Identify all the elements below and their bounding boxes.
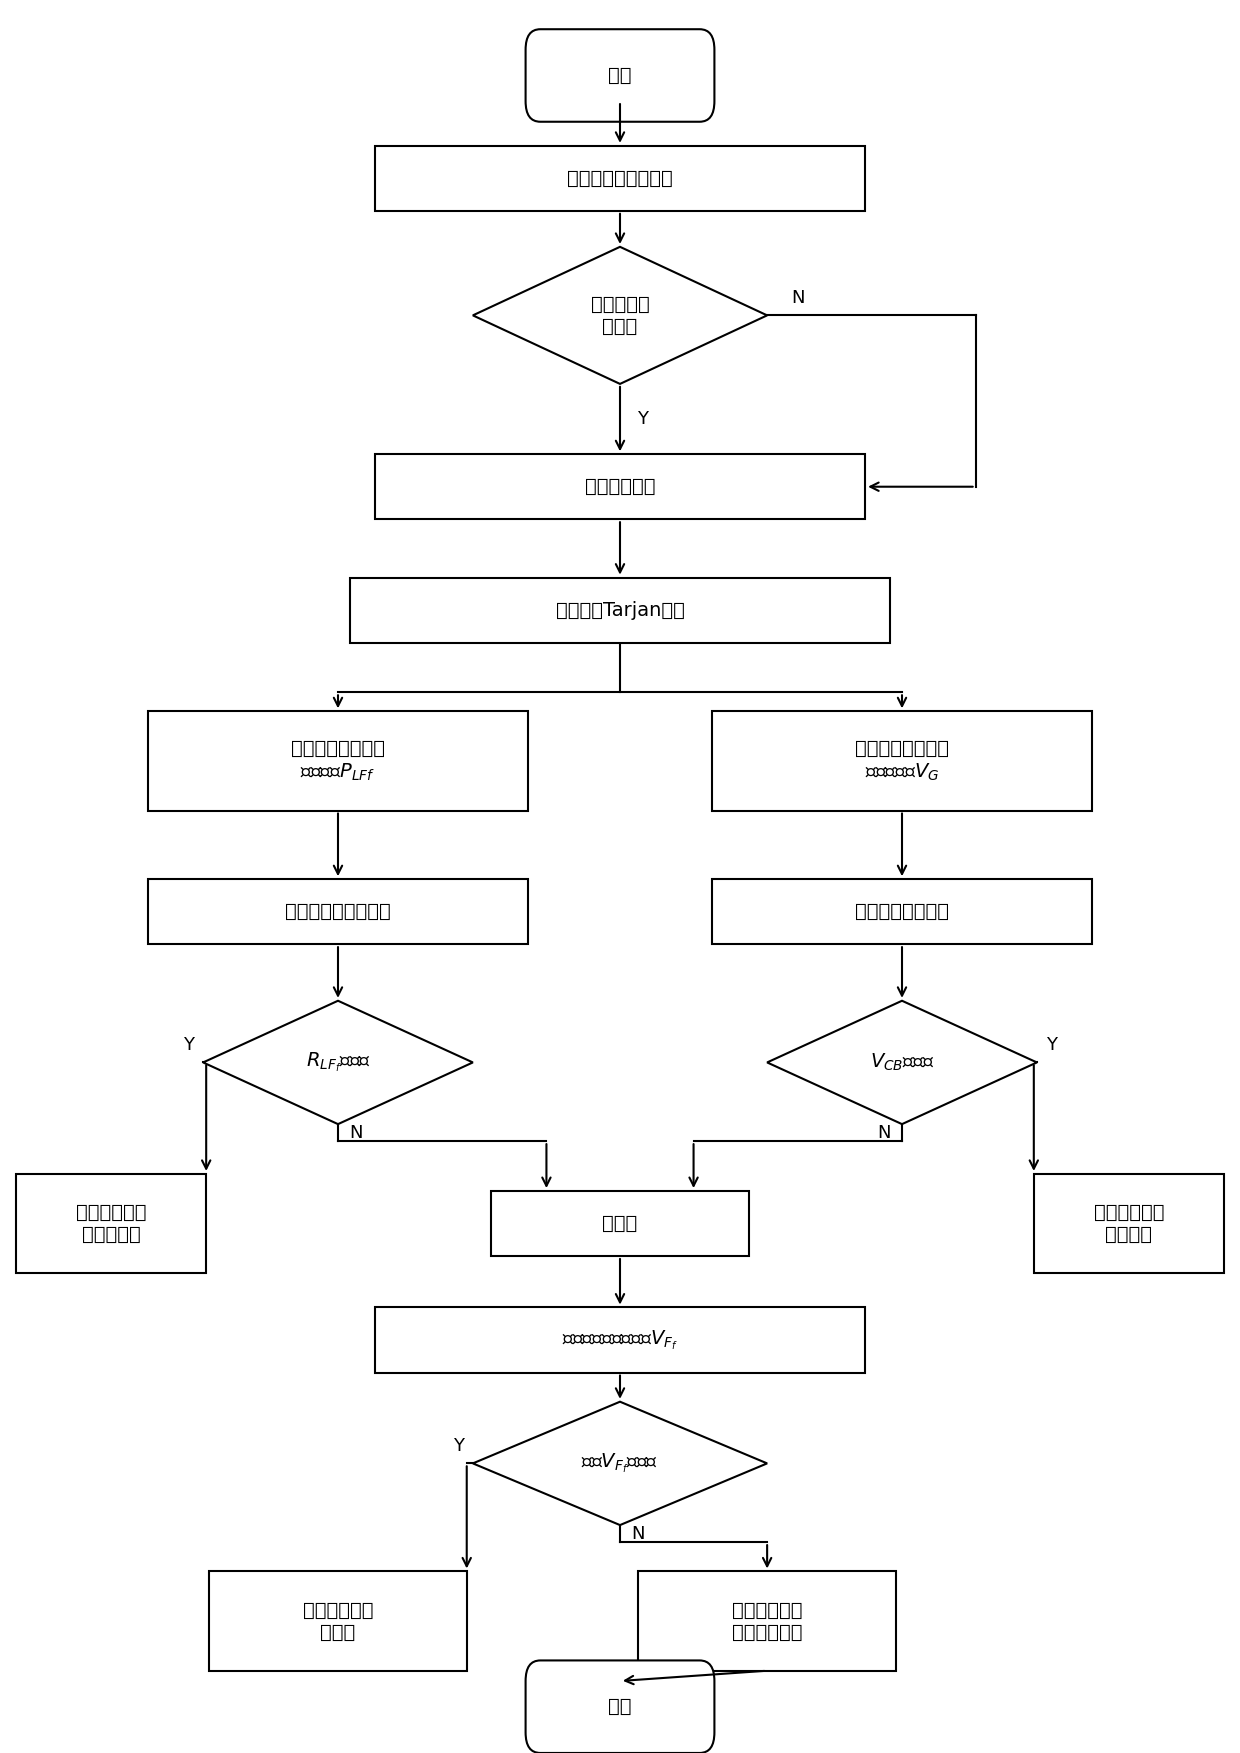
Text: N: N <box>350 1124 363 1141</box>
FancyBboxPatch shape <box>374 145 866 210</box>
Text: N: N <box>877 1124 890 1141</box>
FancyBboxPatch shape <box>148 878 528 945</box>
Polygon shape <box>472 247 768 384</box>
Text: 集合$V_{F_f}$空集？: 集合$V_{F_f}$空集？ <box>582 1451 658 1476</box>
FancyBboxPatch shape <box>639 1571 895 1671</box>
FancyBboxPatch shape <box>210 1571 466 1671</box>
Text: 删掉非断路器割点: 删掉非断路器割点 <box>856 903 949 920</box>
FancyBboxPatch shape <box>526 1660 714 1753</box>
Text: 断路器状态
变化？: 断路器状态 变化？ <box>590 295 650 337</box>
Polygon shape <box>203 1001 472 1124</box>
Text: 删掉起始、终止顶点: 删掉起始、终止顶点 <box>285 903 391 920</box>
Text: 交流场无向连通图
的割点集合$V_G$: 交流场无向连通图 的割点集合$V_G$ <box>856 740 949 782</box>
Text: $V_{CB}$空集？: $V_{CB}$空集？ <box>869 1052 934 1073</box>
Text: Y: Y <box>1047 1036 1056 1054</box>
Text: 结束: 结束 <box>609 1697 631 1716</box>
FancyBboxPatch shape <box>374 454 866 519</box>
Text: 执行改进Tarjan算法: 执行改进Tarjan算法 <box>556 601 684 619</box>
Polygon shape <box>472 1402 768 1525</box>
FancyBboxPatch shape <box>712 878 1092 945</box>
Text: 该阀组无最后
断路器: 该阀组无最后 断路器 <box>303 1600 373 1641</box>
Text: 取交集: 取交集 <box>603 1215 637 1232</box>
Text: N: N <box>631 1525 645 1543</box>
FancyBboxPatch shape <box>526 30 714 121</box>
Text: 形成交流场邻接矩阵: 形成交流场邻接矩阵 <box>567 168 673 188</box>
Text: 最后断路器割点集合$V_{F_f}$: 最后断路器割点集合$V_{F_f}$ <box>562 1329 678 1352</box>
FancyBboxPatch shape <box>16 1175 206 1273</box>
Text: 开始: 开始 <box>609 67 631 84</box>
Text: N: N <box>791 289 805 307</box>
FancyBboxPatch shape <box>350 577 890 643</box>
Text: 到达各阀组的路径
顶点集合$P_{LFf}$: 到达各阀组的路径 顶点集合$P_{LFf}$ <box>291 740 384 782</box>
Text: 输出对应阀组
的最后断路器: 输出对应阀组 的最后断路器 <box>732 1600 802 1641</box>
Text: 修正邻接矩阵: 修正邻接矩阵 <box>585 477 655 496</box>
FancyBboxPatch shape <box>712 712 1092 810</box>
Text: 该阀组已与外
界断开连接: 该阀组已与外 界断开连接 <box>76 1203 146 1245</box>
Text: 各阀组均无最
后断路器: 各阀组均无最 后断路器 <box>1094 1203 1164 1245</box>
Text: $R_{LF_f}$空集？: $R_{LF_f}$空集？ <box>305 1050 371 1075</box>
FancyBboxPatch shape <box>491 1190 749 1257</box>
FancyBboxPatch shape <box>374 1308 866 1373</box>
Text: Y: Y <box>453 1437 464 1455</box>
Text: Y: Y <box>184 1036 193 1054</box>
FancyBboxPatch shape <box>148 712 528 810</box>
Text: Y: Y <box>636 410 647 428</box>
Polygon shape <box>768 1001 1037 1124</box>
FancyBboxPatch shape <box>1034 1175 1224 1273</box>
